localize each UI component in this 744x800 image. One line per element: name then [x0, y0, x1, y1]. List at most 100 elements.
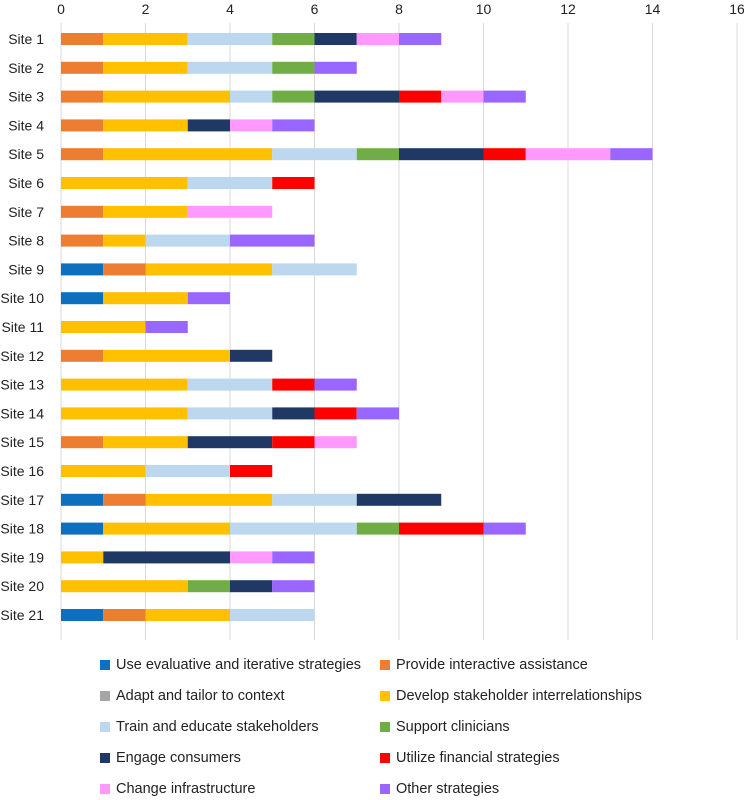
bar-segment — [314, 33, 357, 45]
y-category-label: Site 8 — [8, 233, 44, 249]
bar-segment — [356, 407, 399, 420]
bar-segment — [103, 205, 188, 218]
bar-segment — [103, 349, 230, 362]
bars — [61, 33, 653, 621]
legend-item: Provide interactive assistance — [380, 654, 588, 676]
x-tick-label: 10 — [476, 1, 492, 17]
y-category-label: Site 1 — [8, 31, 44, 47]
bar-segment — [61, 407, 188, 420]
bar-segment — [230, 522, 357, 535]
bar-segment — [272, 119, 315, 132]
bar-segment — [272, 61, 315, 74]
bar-segment — [145, 465, 230, 477]
bar-segment — [272, 378, 315, 391]
legend-item: Engage consumers — [100, 747, 241, 769]
legend-item: Utilize financial strategies — [380, 747, 560, 769]
bar-segment — [314, 90, 399, 103]
legend-swatch — [380, 691, 390, 701]
legend-label: Engage consumers — [116, 750, 241, 766]
x-tick-label: 6 — [311, 1, 319, 17]
bar-segment — [483, 90, 526, 103]
bar-segment — [230, 119, 273, 132]
y-category-label: Site 11 — [1, 319, 44, 335]
bar-segment — [272, 580, 315, 593]
bar-segment — [103, 493, 146, 506]
y-category-label: Site 4 — [8, 117, 44, 133]
bar-segment — [314, 378, 357, 391]
legend-item: Other strategies — [380, 778, 499, 800]
bar-segment — [399, 522, 484, 535]
bar-segment — [103, 119, 188, 132]
bar-segment — [61, 465, 146, 477]
bar-segment — [272, 33, 315, 45]
legend-swatch — [100, 753, 110, 763]
bar-segment — [399, 148, 484, 161]
bar-segment — [272, 263, 357, 276]
bar-segment — [314, 407, 357, 420]
bar-segment — [272, 177, 315, 189]
x-tick-label: 8 — [395, 1, 403, 17]
bar-segment — [230, 234, 315, 247]
bar-segment — [61, 292, 104, 305]
bar-segment — [356, 493, 442, 506]
bar-segment — [145, 234, 230, 247]
legend-label: Support clinicians — [396, 719, 510, 735]
bar-segment — [230, 465, 273, 477]
y-category-label: Site 2 — [8, 60, 44, 76]
bar-segment — [61, 234, 104, 247]
x-tick-label: 14 — [645, 1, 661, 17]
y-category-label: Site 15 — [0, 434, 44, 450]
legend-item: Train and educate stakeholders — [100, 716, 319, 738]
bar-segment — [230, 349, 273, 362]
bar-segment — [61, 551, 104, 564]
x-tick-label: 0 — [57, 1, 65, 17]
bar-segment — [61, 321, 146, 333]
legend-label: Provide interactive assistance — [396, 657, 588, 673]
bar-segment — [187, 177, 273, 189]
x-axis-ticks: 0 2 4 6 8 10 12 14 16 — [57, 1, 744, 17]
y-category-label: Site 17 — [0, 492, 44, 508]
x-tick-label: 4 — [226, 1, 234, 17]
bar-segment — [399, 90, 442, 103]
bar-segment — [145, 493, 273, 506]
legend-swatch — [100, 691, 110, 701]
bar-segment — [61, 90, 104, 103]
legend-label: Train and educate stakeholders — [116, 719, 319, 735]
bar-segment — [230, 90, 273, 103]
y-category-label: Site 7 — [8, 204, 44, 220]
bar-segment — [272, 407, 315, 420]
bar-segment — [356, 33, 399, 45]
legend-swatch — [380, 722, 390, 732]
bar-segment — [187, 436, 273, 449]
bar-segment — [103, 148, 273, 161]
bar-segment — [230, 551, 273, 564]
bar-segment — [103, 436, 188, 449]
legend-label: Other strategies — [396, 781, 500, 797]
y-category-label: Site 12 — [0, 348, 44, 364]
bar-segment — [103, 263, 146, 276]
y-category-label: Site 18 — [0, 521, 44, 537]
legend-swatch — [100, 660, 110, 670]
bar-segment — [483, 148, 526, 161]
bar-segment — [61, 119, 104, 132]
bar-segment — [272, 436, 315, 449]
bar-segment — [356, 148, 399, 161]
bar-segment — [187, 378, 273, 391]
bar-segment — [187, 292, 230, 305]
bar-segment — [61, 33, 104, 45]
bar-segment — [103, 90, 230, 103]
bar-segment — [61, 580, 188, 593]
bar-segment — [145, 609, 230, 621]
bar-segment — [483, 522, 526, 535]
y-category-label: Site 19 — [0, 549, 44, 565]
legend-item: Adapt and tailor to context — [100, 685, 284, 707]
bar-segment — [399, 33, 442, 45]
bar-segment — [61, 493, 104, 506]
bar-segment — [272, 90, 315, 103]
bar-segment — [61, 205, 104, 218]
x-tick-label: 2 — [142, 1, 150, 17]
legend-swatch — [380, 660, 390, 670]
legend-label: Develop stakeholder interrelationships — [396, 688, 642, 704]
legend-item: Support clinicians — [380, 716, 510, 738]
